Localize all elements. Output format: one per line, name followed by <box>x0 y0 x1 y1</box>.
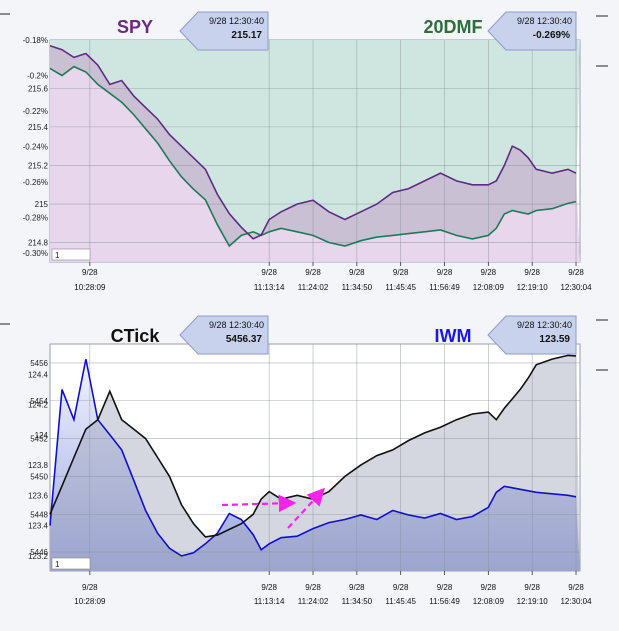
panel-0-callout-1-time: 9/28 12:30:40 <box>517 16 572 26</box>
panel-1-callout-0-value: 5456.37 <box>226 334 263 345</box>
panel-1-primary-tick-label: 5456 <box>30 359 48 368</box>
panel-1-x-tick-date: 9/28 <box>349 583 365 592</box>
panel-0-x-tick-time: 11:45:45 <box>385 283 416 292</box>
panel-1-primary-tick-label: 5452 <box>30 435 48 444</box>
panel-0-primary-tick-label: 215.4 <box>28 123 49 132</box>
panel-1-primary-tick-label: 5450 <box>30 472 48 481</box>
panel-1-secondary-tick-label: 123.2 <box>28 552 49 561</box>
panel-0-title-left: SPY <box>117 17 153 37</box>
panel-0-x-tick-date: 9/28 <box>349 268 365 277</box>
panel-0-secondary-tick-label: -0.30% <box>23 249 48 258</box>
panel-1-x-tick-date: 9/28 <box>437 583 453 592</box>
panel-0-x-tick-time: 12:08:09 <box>473 283 505 292</box>
panel-1-x-tick-date: 9/28 <box>568 583 584 592</box>
panel-1-x-tick-time: 11:24:02 <box>298 597 329 606</box>
panel-1-callout-0-shape <box>179 315 269 355</box>
panel-0-series-20dmf-line <box>49 65 577 248</box>
panel-0-x-tick-date: 9/28 <box>524 268 540 277</box>
panel-0-x-tick-time: 11:13:14 <box>254 283 285 292</box>
panel-1-iwm-fill <box>50 359 580 571</box>
panel-0-x-tick-time: 11:34:50 <box>342 283 373 292</box>
panel-0-box-label: 1 <box>55 251 60 260</box>
panel-1-secondary-tick-label: 123.6 <box>28 491 49 500</box>
annotation-arrow-diagonal <box>287 487 325 529</box>
panel-1-x-tick-time: 11:56:49 <box>429 597 460 606</box>
panel-0-x-tick-time: 11:24:02 <box>298 283 329 292</box>
panel-1-x-tick-time: 11:45:45 <box>385 597 416 606</box>
panel-1-callout-0-time: 9/28 12:30:40 <box>209 320 264 330</box>
panel-1-x-tick-time: 12:30:04 <box>560 597 592 606</box>
panel-0-secondary-tick-label: -0.26% <box>23 178 48 187</box>
panel-0-x-tick-time: 10:28:09 <box>74 283 106 292</box>
panel-1-x-tick-date: 9/28 <box>524 583 540 592</box>
panel-1-secondary-tick-label: 124 <box>35 431 49 440</box>
panel-1-box <box>51 557 91 570</box>
panel-0-box <box>51 248 91 261</box>
panel-0-secondary-tick-label: -0.28% <box>23 214 48 223</box>
panel-0-primary-tick-label: 215.2 <box>28 161 49 170</box>
panel-1-title-right: IWM <box>435 326 472 346</box>
panel-0-x-tick-date: 9/28 <box>305 268 321 277</box>
panel-1-primary-tick-label: 5446 <box>30 548 48 557</box>
panel-0-x-tick-date: 9/28 <box>437 268 453 277</box>
panel-1-ctick-fill <box>50 355 580 571</box>
panel-1-callout-1-time: 9/28 12:30:40 <box>517 320 572 330</box>
panel-1-x-tick-time: 11:34:50 <box>342 597 373 606</box>
panel-1-callout-1-value: 123.59 <box>539 334 570 345</box>
panel-1-x-tick-date: 9/28 <box>305 583 321 592</box>
panel-1-primary-tick-label: 5448 <box>30 510 48 519</box>
panel-1-x-tick-time: 12:19:10 <box>517 597 549 606</box>
panel-0-callout-1-value: -0.269% <box>533 30 570 41</box>
panel-1-x-tick-date: 9/28 <box>82 583 98 592</box>
panel-0-primary-tick-label: 215.6 <box>28 84 49 93</box>
panel-0-secondary-tick-label: -0.18% <box>23 36 48 45</box>
panel-1-x-tick-time: 12:08:09 <box>473 597 505 606</box>
panel-0-x-tick-time: 12:30:04 <box>560 283 592 292</box>
panel-0-x-tick-date: 9/28 <box>393 268 409 277</box>
panel-1-title-left: CTick <box>111 326 161 346</box>
panel-0-secondary-tick-label: -0.2% <box>27 72 48 81</box>
panel-1-secondary-tick-label: 123.8 <box>28 461 49 470</box>
panel-0-x-tick-date: 9/28 <box>481 268 497 277</box>
panel-1-primary-tick-label: 5454 <box>30 397 48 406</box>
panel-1-x-tick-date: 9/28 <box>261 583 277 592</box>
panel-0-series-spy-line <box>49 45 577 240</box>
annotation-arrow-horizontal <box>221 494 297 513</box>
panel-1-secondary-tick-label: 124.2 <box>28 401 49 410</box>
panel-0-callout-0-time: 9/28 12:30:40 <box>209 16 264 26</box>
panel-1-box-label: 1 <box>55 560 60 569</box>
panel-0-x-tick-date: 9/28 <box>82 268 98 277</box>
panel-0-callout-0-shape <box>179 11 269 51</box>
panel-1-x-tick-date: 9/28 <box>481 583 497 592</box>
panel-0-callout-0-value: 215.17 <box>231 30 262 41</box>
panel-0-x-tick-time: 11:56:49 <box>429 283 460 292</box>
panel-0-primary-tick-label: 214.8 <box>28 239 49 248</box>
panel-0-primary-tick-label: 215 <box>35 200 49 209</box>
panel-1-x-tick-date: 9/28 <box>393 583 409 592</box>
panel-1-secondary-tick-label: 124.4 <box>28 370 49 379</box>
panel-0-x-tick-date: 9/28 <box>261 268 277 277</box>
panel-0-secondary-tick-label: -0.24% <box>23 143 48 152</box>
panel-1-series-iwm-line <box>49 358 577 557</box>
panel-1-series-ctick-line <box>49 354 577 538</box>
panel-1-x-tick-time: 11:13:14 <box>254 597 285 606</box>
panel-1-x-tick-time: 10:28:09 <box>74 597 106 606</box>
panel-1-secondary-tick-label: 123.4 <box>28 522 49 531</box>
panel-0-title-right: 20DMF <box>423 17 482 37</box>
panel-0-secondary-tick-label: -0.22% <box>23 107 48 116</box>
panel-0-x-tick-date: 9/28 <box>568 268 584 277</box>
panel-0-x-tick-time: 12:19:10 <box>517 283 549 292</box>
panel-0-callout-1-shape <box>487 11 577 51</box>
panel-1-callout-1-shape <box>487 315 577 355</box>
